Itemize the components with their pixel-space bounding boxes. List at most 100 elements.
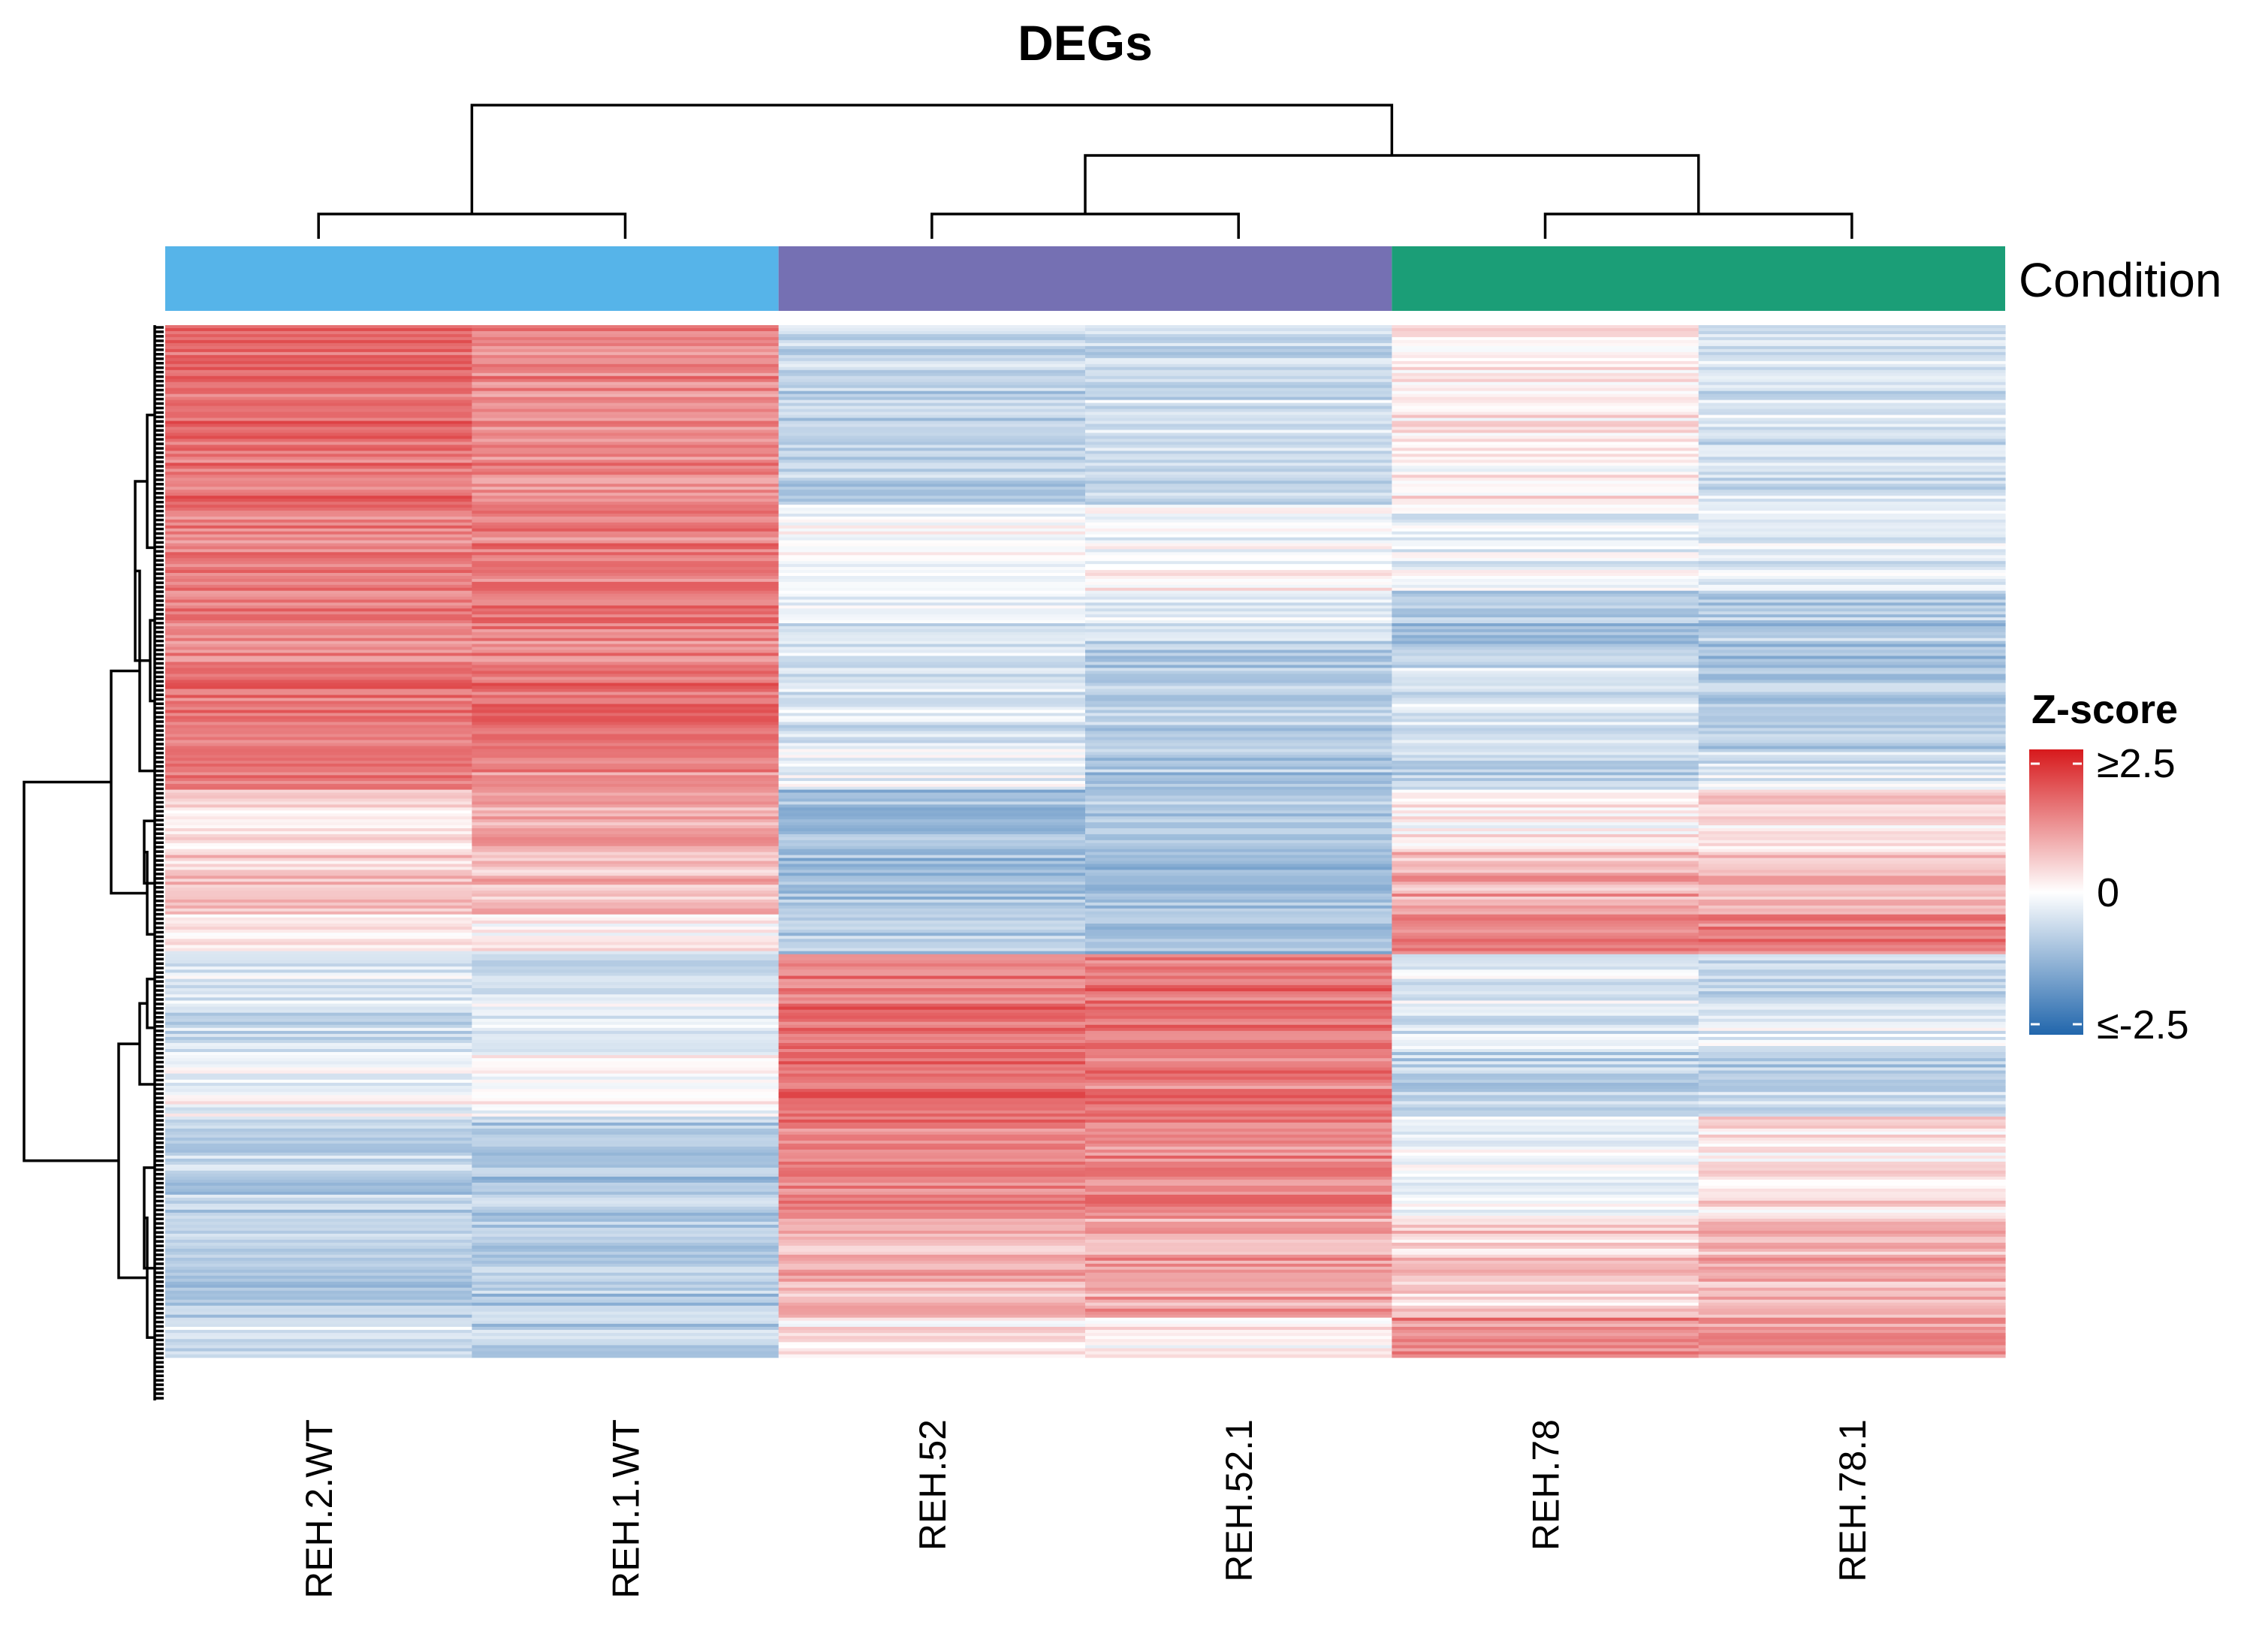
heatmap-cell [1392,1215,1700,1219]
heatmap-cell [165,508,472,511]
heatmap-cell [1392,381,1700,386]
heatmap-cell [1698,840,2006,844]
heatmap-cell [778,430,1086,434]
heatmap-cell [1392,867,1700,871]
heatmap-cell [165,1082,472,1087]
heatmap-cell [1392,502,1700,505]
heatmap-cell [472,792,780,797]
heatmap-cell [1698,339,2006,344]
heatmap-cell [472,511,780,514]
heatmap-cell [1698,761,2006,764]
heatmap-cell [472,596,780,601]
heatmap-cell [778,528,1086,532]
heatmap-cell [778,508,1086,511]
heatmap-cell [1392,1323,1700,1328]
heatmap-cell [778,701,1086,705]
heatmap-cell [165,942,472,946]
heatmap-cell [1698,587,2006,592]
heatmap-cell [472,1033,780,1038]
heatmap-cell [778,891,1086,894]
heatmap-cell [1698,997,2006,1002]
heatmap-cell [1392,755,1700,758]
heatmap-cell [165,758,472,761]
heatmap-cell [778,1275,1086,1280]
heatmap-cell [472,899,780,903]
heatmap-cell [778,905,1086,909]
heatmap-cell [1698,1323,2006,1328]
heatmap-cell [1698,1055,2006,1059]
heatmap-cell [165,692,472,696]
heatmap-cell [165,387,472,392]
heatmap-cell [1392,954,1700,958]
heatmap-cell [165,1113,472,1117]
heatmap-cell [472,641,780,645]
heatmap-cell [1698,433,2006,437]
heatmap-cell [1085,1330,1392,1334]
heatmap-cell [165,683,472,687]
heatmap-cell [1392,632,1700,636]
heatmap-cell [165,1275,472,1280]
heatmap-cell [1392,1333,1700,1337]
heatmap-cell [472,1149,780,1153]
heatmap-cell [1085,336,1392,341]
heatmap-cell [472,369,780,374]
heatmap-cell [472,599,780,604]
heatmap-cell [1392,525,1700,529]
heatmap-cell [165,936,472,939]
heatmap-cell [1698,581,2006,586]
heatmap-cell [1392,1233,1700,1237]
heatmap-cell [1085,1079,1392,1084]
heatmap-cell [1085,653,1392,657]
heatmap-cell [778,1137,1086,1141]
heatmap-cell [1392,1012,1700,1017]
heatmap-cell [778,1113,1086,1117]
heatmap-cell [1698,496,2006,499]
heatmap-cell [1392,891,1700,894]
heatmap-cell [1085,1152,1392,1156]
heatmap-cell [165,1188,472,1192]
heatmap-cell [1085,496,1392,499]
heatmap-cell [1392,454,1700,457]
heatmap-cell [165,1278,472,1283]
heatmap-cell [1698,1104,2006,1108]
heatmap-cell [1392,1015,1700,1020]
heatmap-cell [1392,981,1700,986]
heatmap-cell [472,763,780,767]
heatmap-cell [1698,960,2006,964]
heatmap-cell [1698,870,2006,873]
heatmap-cell [1392,608,1700,612]
heatmap-cell [165,1215,472,1219]
heatmap-cell [1392,372,1700,377]
heatmap-cell [1085,1113,1392,1117]
heatmap-cell [1392,641,1700,645]
heatmap-cell [472,1067,780,1072]
heatmap-cell [165,427,472,431]
heatmap-cell [1698,514,2006,517]
heatmap-cell [1085,798,1392,803]
heatmap-cell [778,731,1086,735]
heatmap-cell [165,786,472,791]
heatmap-cell [1085,1281,1392,1286]
heatmap-cell [1392,795,1700,800]
heatmap-cell [165,991,472,995]
heatmap-cell [472,378,780,383]
heatmap-cell [778,843,1086,847]
heatmap-cell [1698,1242,2006,1247]
heatmap-cell [778,864,1086,868]
heatmap-cell [1698,1206,2006,1210]
heatmap-cell [1698,342,2006,347]
heatmap-cell [778,522,1086,526]
heatmap-cell [165,531,472,535]
heatmap-cell [1392,801,1700,805]
heatmap-cell [778,372,1086,377]
heatmap-cell [165,581,472,586]
heatmap-cell [1085,427,1392,431]
heatmap-cell [778,1257,1086,1262]
heatmap-cell [778,360,1086,365]
heatmap-cell [1698,333,2006,338]
heatmap-cell [472,508,780,511]
heatmap-cell [1085,399,1392,404]
heatmap-cell [1698,620,2006,624]
heatmap-cell [1698,402,2006,407]
heatmap-cell [1392,1242,1700,1247]
